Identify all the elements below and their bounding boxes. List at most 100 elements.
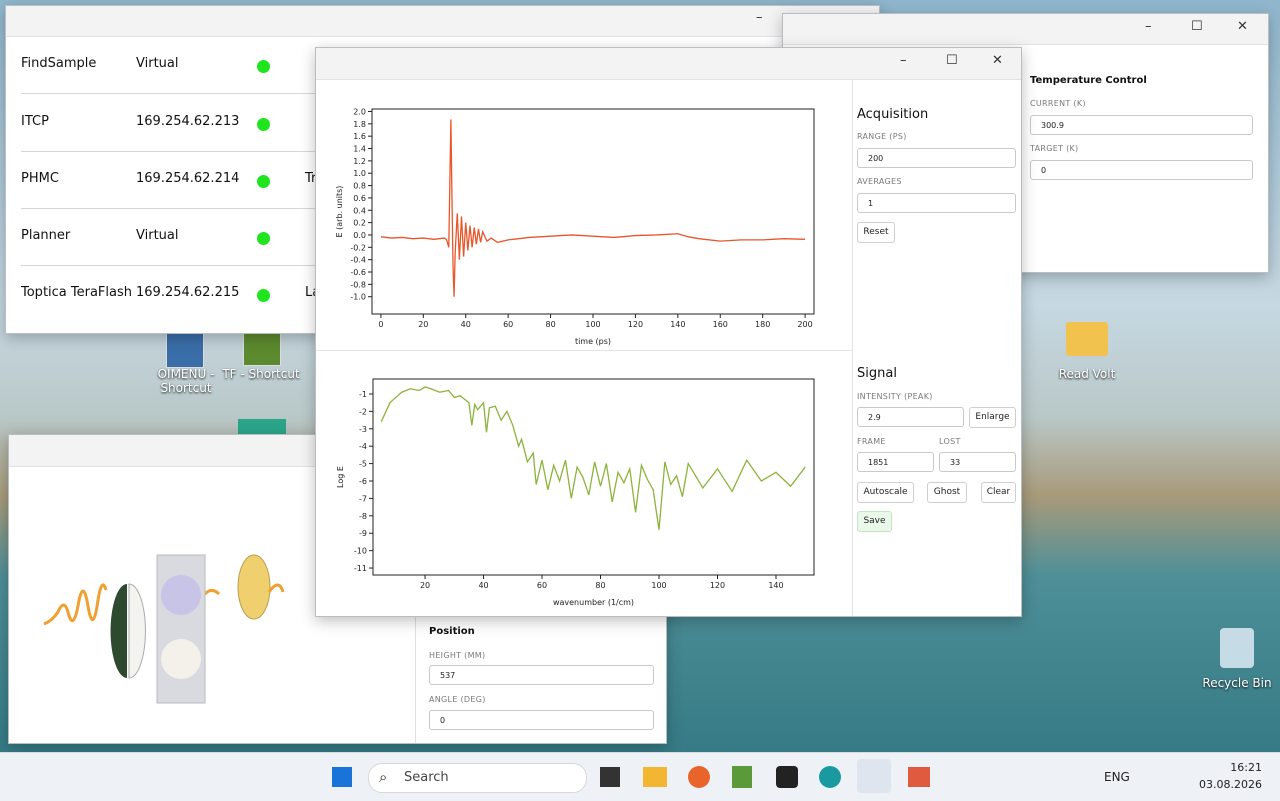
x-tick-label: 40: [478, 581, 488, 590]
divider: [316, 350, 852, 351]
y-tick-label: -4: [359, 442, 367, 451]
y-tick-label: -5: [359, 460, 367, 469]
current-input[interactable]: 300.9: [1030, 115, 1253, 135]
start-button[interactable]: [332, 767, 352, 787]
x-tick-label: 120: [710, 581, 725, 590]
icon-label[interactable]: Read Volt: [1058, 367, 1116, 381]
shortcut-icon[interactable]: [243, 330, 281, 366]
field-label: HEIGHT (MM): [429, 651, 486, 660]
plot-frame: [372, 378, 815, 576]
y-tick-label: -6: [359, 477, 367, 486]
device-name: FindSample: [21, 56, 97, 71]
x-tick-label: 200: [797, 320, 812, 329]
minimize-button[interactable]: –: [1145, 19, 1152, 34]
wave: [43, 583, 108, 626]
app-icon[interactable]: [643, 767, 667, 787]
recycle-bin-icon[interactable]: [1220, 628, 1254, 668]
lost-input[interactable]: 33: [939, 452, 1016, 472]
ghost-button[interactable]: Ghost: [927, 482, 967, 503]
device-name: Toptica TeraFlash: [21, 285, 133, 300]
app-icon[interactable]: [688, 766, 710, 788]
panel-title: Temperature Control: [1030, 75, 1147, 86]
shortcut-icon[interactable]: [238, 419, 286, 435]
wave: [267, 583, 285, 593]
divider: [852, 80, 853, 616]
frame-input[interactable]: 1851: [857, 452, 934, 472]
illustration: [43, 554, 285, 704]
panel-title: Position: [429, 626, 475, 637]
disc: [110, 584, 127, 678]
maximize-button[interactable]: ☐: [1191, 19, 1203, 34]
y-tick-label: 0.2: [353, 219, 366, 228]
title-bar: –: [6, 6, 879, 37]
range-input[interactable]: 200: [857, 148, 1016, 168]
y-tick-label: 1.8: [353, 120, 366, 129]
status-dot: [257, 289, 270, 302]
target-input[interactable]: 0: [1030, 160, 1253, 180]
y-tick-label: -0.2: [350, 243, 366, 252]
language[interactable]: ENG: [1104, 770, 1130, 784]
close-button[interactable]: ✕: [992, 53, 1003, 68]
field-label: FRAME: [857, 437, 886, 446]
x-tick-label: 120: [628, 320, 643, 329]
minimize-button[interactable]: –: [900, 53, 907, 68]
y-tick-label: -0.6: [350, 268, 366, 277]
averages-input[interactable]: 1: [857, 193, 1016, 213]
field-label: RANGE (PS): [857, 132, 907, 141]
y-tick-label: 0.6: [353, 194, 366, 203]
y-tick-label: -3: [359, 425, 367, 434]
intensity-input[interactable]: 2.9: [857, 407, 964, 427]
shortcut-icon[interactable]: [166, 330, 204, 368]
icon-label[interactable]: Recycle Bin: [1202, 676, 1272, 690]
field-label: INTENSITY (PEAK): [857, 392, 933, 401]
device-address: Virtual: [136, 228, 179, 243]
device-name: PHMC: [21, 171, 59, 186]
field-label: LOST: [939, 437, 961, 446]
clear-button[interactable]: Clear: [981, 482, 1016, 503]
search-placeholder: Search: [404, 770, 449, 785]
status-dot: [257, 175, 270, 188]
app-icon-active[interactable]: [857, 759, 891, 793]
enlarge-button[interactable]: Enlarge: [969, 407, 1016, 428]
x-axis-label: wavenumber (1/cm): [553, 598, 634, 607]
field-label: ANGLE (DEG): [429, 695, 486, 704]
app-icon[interactable]: [908, 767, 930, 787]
x-tick-label: 0: [378, 320, 383, 329]
status-dot: [257, 232, 270, 245]
data-line: [380, 119, 806, 297]
icon-label[interactable]: OIMENU - Shortcut: [157, 367, 215, 395]
icon-label[interactable]: TF - Shortcut: [222, 367, 300, 381]
y-tick-label: -10: [354, 547, 367, 556]
disc: [128, 583, 146, 679]
clock-time[interactable]: 16:21: [1230, 761, 1262, 774]
app-icon[interactable]: [732, 766, 752, 788]
search-box[interactable]: ⌕ Search: [368, 763, 587, 793]
x-tick-label: 160: [713, 320, 728, 329]
minimize-button[interactable]: –: [756, 10, 763, 25]
x-axis-label: time (ps): [575, 337, 611, 346]
save-button[interactable]: Save: [857, 511, 892, 532]
sample: [161, 575, 201, 615]
close-button[interactable]: ✕: [1237, 19, 1248, 34]
autoscale-button[interactable]: Autoscale: [857, 482, 914, 503]
x-tick-label: 20: [420, 581, 430, 590]
device-address: Virtual: [136, 56, 179, 71]
y-tick-label: 2.0: [353, 107, 366, 116]
section-title: Signal: [857, 366, 897, 381]
device-name: Planner: [21, 228, 71, 243]
angle-input[interactable]: 0: [429, 710, 654, 730]
height-input[interactable]: 537: [429, 665, 654, 685]
folder-icon[interactable]: [1066, 322, 1108, 356]
y-tick-label: -0.4: [350, 256, 366, 265]
search-icon: ⌕: [379, 768, 388, 786]
y-tick-label: -0.8: [350, 280, 366, 289]
clock-date[interactable]: 03.08.2026: [1199, 778, 1262, 791]
app-icon[interactable]: [819, 766, 841, 788]
app-icon[interactable]: [776, 766, 798, 788]
app-icon[interactable]: [600, 767, 620, 787]
reset-button[interactable]: Reset: [857, 222, 895, 243]
maximize-button[interactable]: ☐: [946, 53, 958, 68]
y-tick-label: 0.4: [353, 206, 366, 215]
y-tick-label: 1.0: [353, 169, 366, 178]
